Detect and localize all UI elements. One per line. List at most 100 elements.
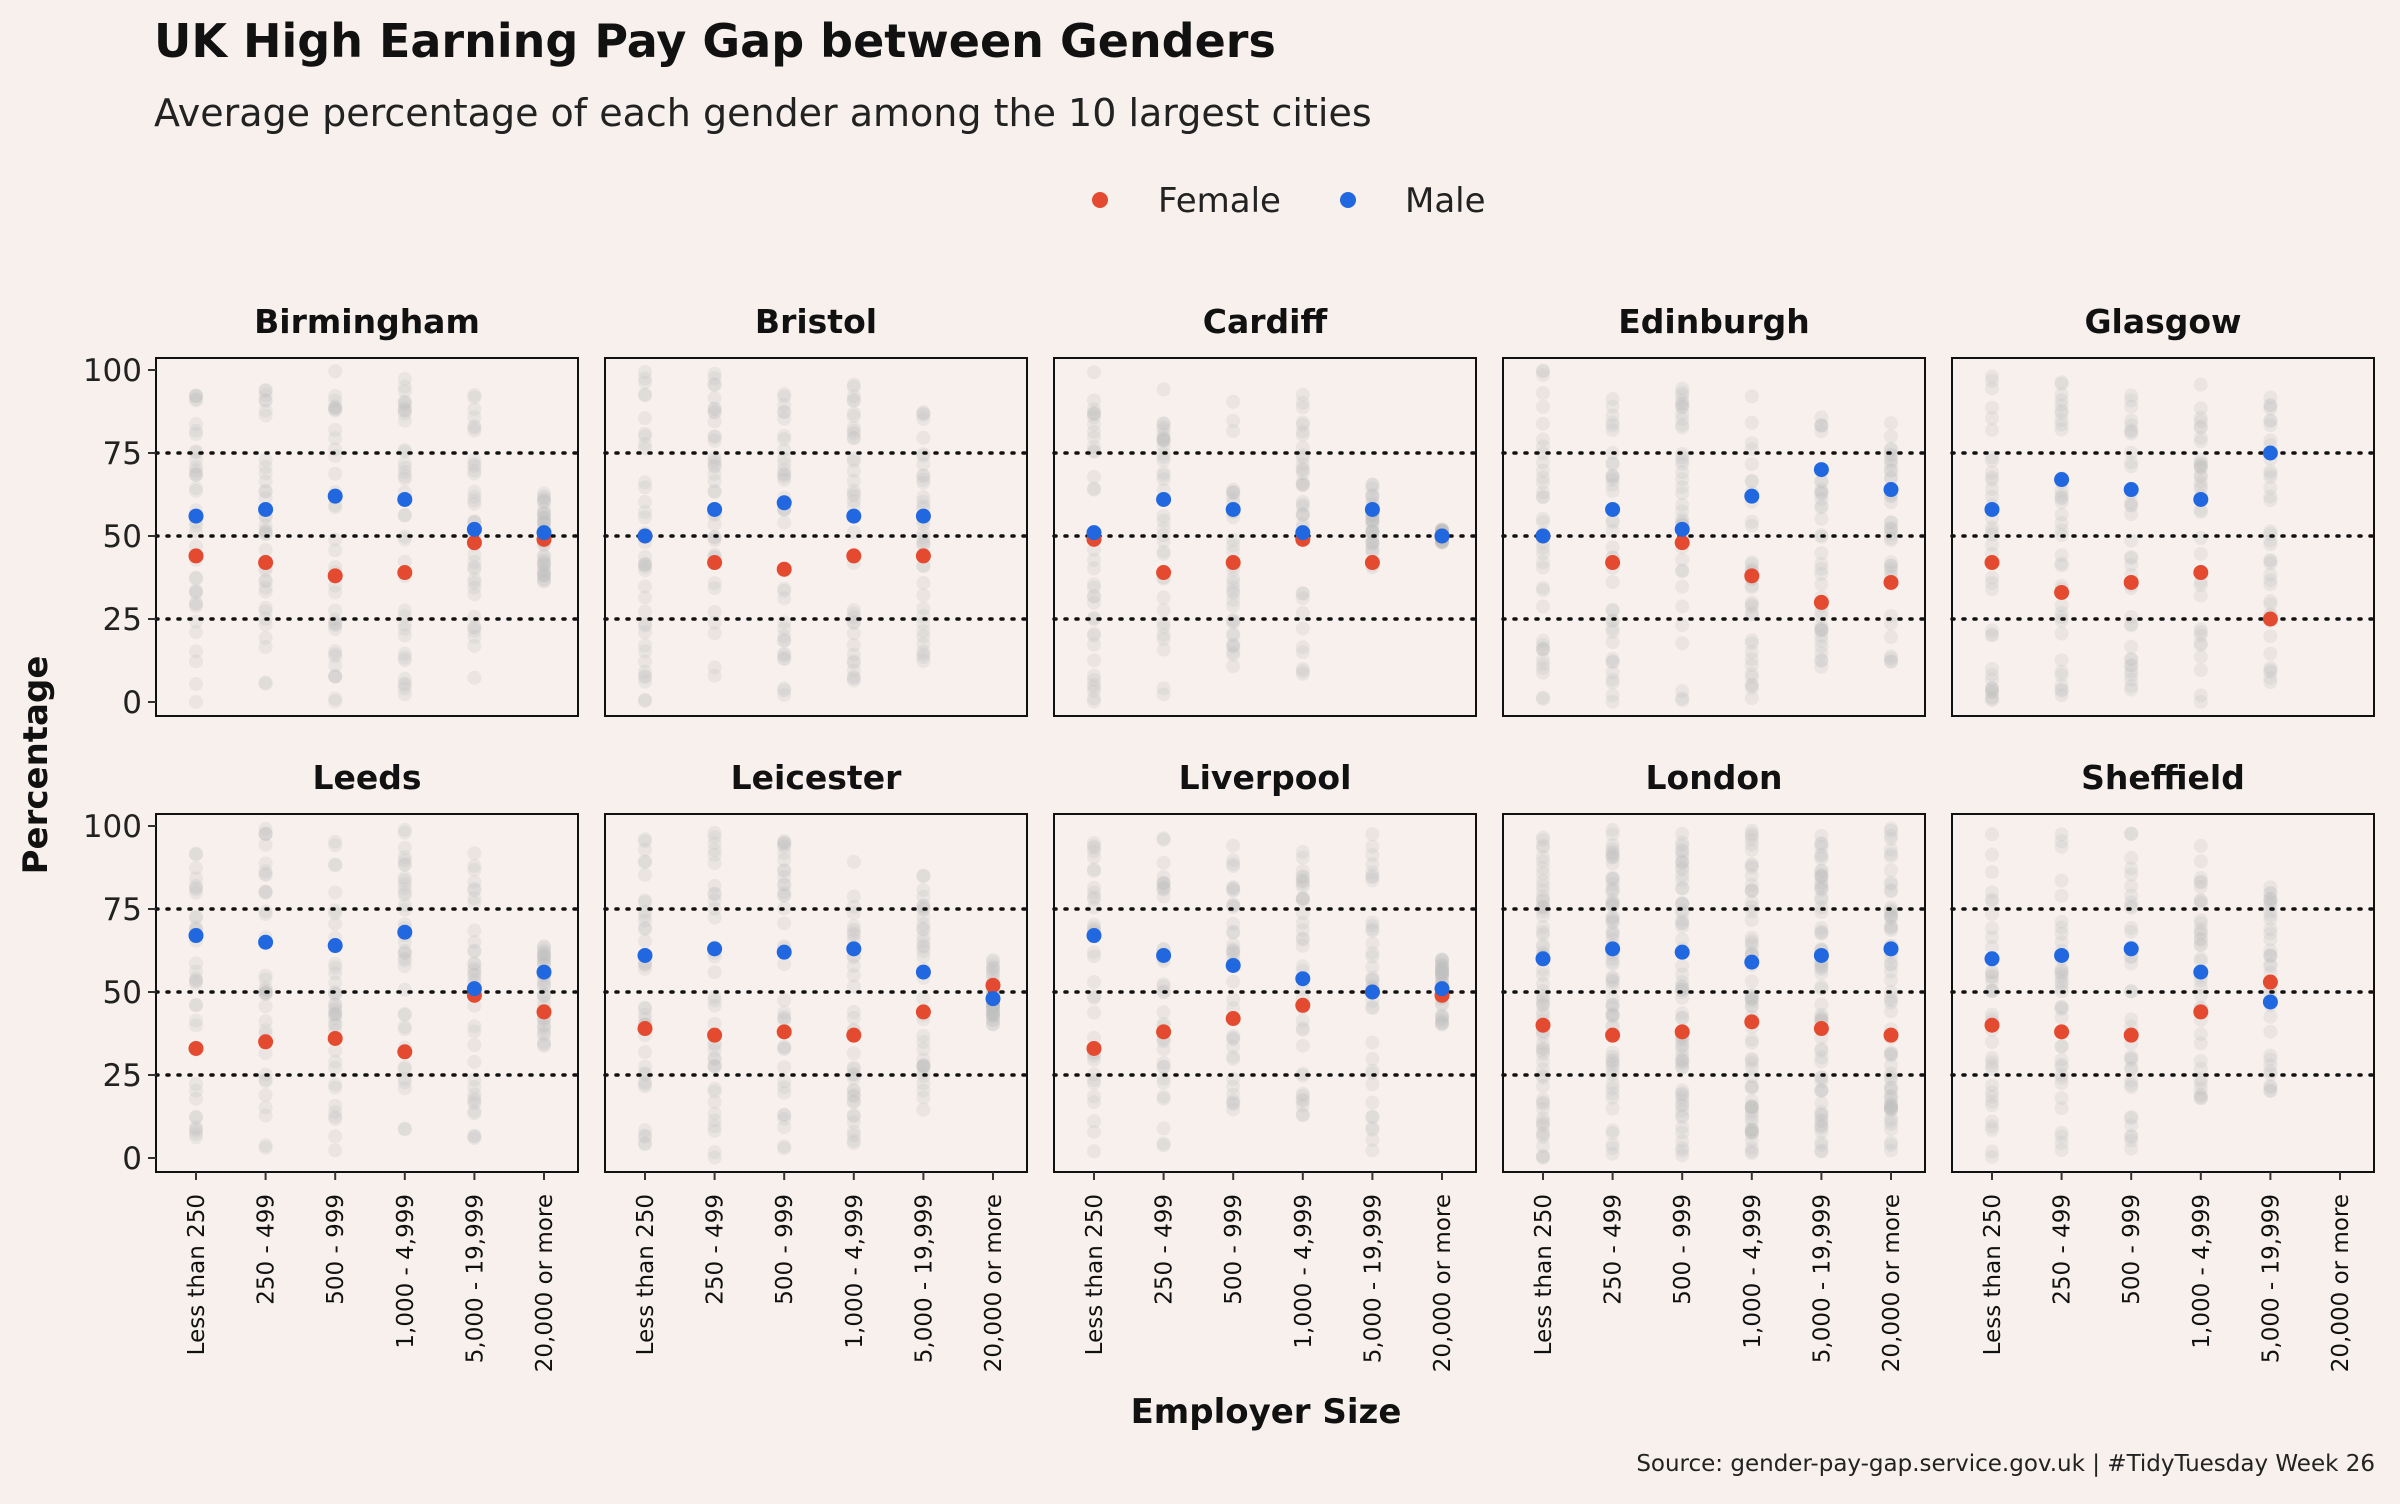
raw-point xyxy=(1744,1080,1759,1095)
x-tick-label: Less than 250 xyxy=(1980,1194,2006,1355)
female-point-cardiff-4 xyxy=(1364,555,1380,571)
raw-point xyxy=(397,508,412,523)
raw-point xyxy=(2193,1087,2208,1102)
raw-point xyxy=(1814,485,1829,500)
raw-point xyxy=(1985,965,1999,980)
raw-point xyxy=(1156,1042,1171,1057)
raw-point xyxy=(2054,491,2069,506)
raw-point xyxy=(1295,891,1310,906)
raw-point xyxy=(258,821,273,836)
male-point-cardiff-2 xyxy=(1225,501,1241,517)
raw-point xyxy=(1295,938,1310,953)
raw-point xyxy=(2263,912,2278,927)
male-point-glasgow-2 xyxy=(2123,482,2139,498)
raw-point xyxy=(1884,1089,1898,1104)
raw-point xyxy=(1156,870,1171,885)
raw-point xyxy=(189,423,203,438)
raw-point xyxy=(2124,1110,2139,1125)
raw-point xyxy=(397,397,412,412)
raw-point xyxy=(189,973,203,988)
raw-point xyxy=(1536,889,1550,904)
raw-point xyxy=(2054,490,2069,505)
raw-point xyxy=(258,584,273,599)
raw-point xyxy=(1985,983,1999,998)
raw-point xyxy=(1814,498,1829,513)
raw-point xyxy=(1744,1111,1759,1126)
raw-point xyxy=(2263,577,2278,592)
female-point-edinburgh-5 xyxy=(1883,574,1899,590)
raw-point xyxy=(1675,1134,1690,1149)
raw-point xyxy=(1605,655,1620,670)
raw-point xyxy=(1884,521,1898,536)
raw-point xyxy=(846,423,861,438)
raw-point xyxy=(1605,602,1620,617)
raw-point xyxy=(916,624,931,639)
raw-point xyxy=(1814,900,1829,915)
male-point-bristol-4 xyxy=(915,508,931,524)
raw-point xyxy=(397,469,412,484)
raw-point xyxy=(2124,498,2139,513)
raw-point xyxy=(2193,503,2208,518)
raw-point xyxy=(1884,565,1898,580)
raw-point xyxy=(1087,672,1101,687)
raw-point xyxy=(258,972,273,987)
raw-point xyxy=(2193,932,2208,947)
raw-point xyxy=(1884,1101,1898,1116)
raw-point xyxy=(846,669,861,684)
raw-point xyxy=(189,998,203,1013)
raw-point xyxy=(2193,401,2208,416)
male-point-sheffield-4 xyxy=(2262,994,2278,1010)
raw-point xyxy=(1536,555,1550,570)
raw-point xyxy=(1985,684,1999,699)
raw-point xyxy=(1985,930,1999,945)
raw-point xyxy=(1985,1114,1999,1129)
x-tick-label: 20,000 or more xyxy=(1430,1194,1456,1372)
raw-point xyxy=(1087,844,1101,859)
raw-point xyxy=(1295,1092,1310,1107)
raw-point xyxy=(2263,390,2278,405)
x-tick-label: 1,000 - 4,999 xyxy=(1291,1194,1317,1349)
raw-point xyxy=(1156,382,1171,397)
raw-point xyxy=(537,946,551,961)
raw-point xyxy=(1087,691,1101,706)
raw-point xyxy=(1605,484,1620,499)
raw-point xyxy=(707,1081,722,1096)
raw-point xyxy=(777,834,792,849)
raw-point xyxy=(1536,830,1550,845)
raw-point xyxy=(986,1017,1000,1032)
raw-point xyxy=(707,1150,722,1165)
raw-point xyxy=(467,620,482,635)
raw-point xyxy=(1605,1146,1620,1161)
raw-point xyxy=(2124,413,2139,428)
raw-point xyxy=(638,913,652,928)
raw-point xyxy=(1814,839,1829,854)
raw-point xyxy=(1675,552,1690,567)
raw-point xyxy=(1675,982,1690,997)
raw-point xyxy=(467,1106,482,1121)
raw-point xyxy=(1605,635,1620,650)
raw-point xyxy=(2124,617,2139,632)
raw-point xyxy=(1087,626,1101,641)
raw-point xyxy=(1985,470,1999,485)
raw-point xyxy=(638,895,652,910)
raw-point xyxy=(1536,560,1550,575)
raw-point xyxy=(777,993,792,1008)
raw-point xyxy=(1226,853,1241,868)
raw-point xyxy=(1675,579,1690,594)
raw-point xyxy=(1675,1110,1690,1125)
raw-point xyxy=(1814,890,1829,905)
raw-point xyxy=(1675,896,1690,911)
raw-point xyxy=(397,687,412,702)
raw-point xyxy=(1156,831,1171,846)
female-point-bristol-2 xyxy=(776,561,792,577)
raw-point xyxy=(2193,419,2208,434)
raw-point xyxy=(2124,658,2139,673)
male-point-london-4 xyxy=(1813,947,1829,963)
raw-point xyxy=(1884,609,1898,624)
raw-point xyxy=(1814,1121,1829,1136)
raw-point xyxy=(1814,424,1829,439)
raw-point xyxy=(1744,1125,1759,1140)
raw-point xyxy=(1605,881,1620,896)
y-tick-label: 50 xyxy=(103,519,142,555)
raw-point xyxy=(1814,1105,1829,1120)
